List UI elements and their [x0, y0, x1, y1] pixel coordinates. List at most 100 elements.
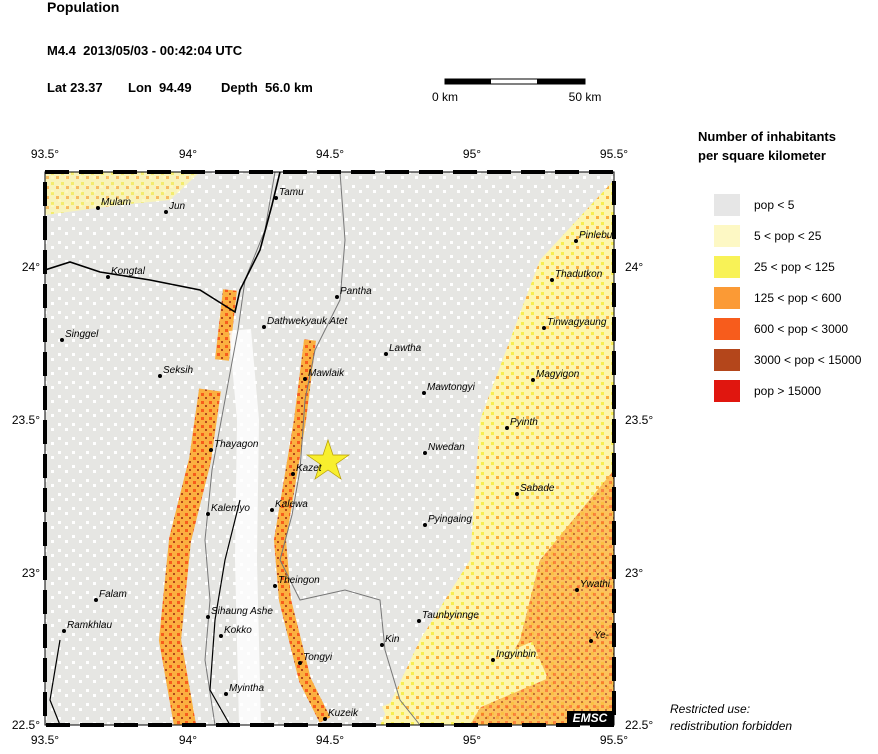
legend-label: pop < 5	[754, 198, 795, 212]
town-dot	[574, 239, 578, 243]
town-dot	[219, 634, 223, 638]
town-dot	[273, 584, 277, 588]
town-dot	[164, 210, 168, 214]
town-dot	[417, 619, 421, 623]
lat-label: 23.5°	[625, 413, 653, 427]
town-label: Kazet	[296, 463, 323, 474]
lon: Lon 94.49	[128, 80, 192, 95]
town-label: Mulam	[101, 197, 131, 208]
epicenter	[305, 438, 351, 480]
town-label: Kuzeik	[328, 708, 359, 719]
title: Population	[47, 0, 119, 15]
town-label: Nwedan	[428, 442, 465, 453]
town-dot	[335, 295, 339, 299]
credit-box	[567, 711, 614, 725]
scale-bar: 0 km 50 km	[432, 78, 602, 104]
depth: Depth 56.0 km	[221, 80, 313, 95]
lon-label: 93.5°	[31, 147, 59, 161]
legend-title: Number of inhabitants	[698, 129, 836, 144]
legend-title: per square kilometer	[698, 148, 826, 163]
town-label: Kalemyo	[211, 503, 250, 514]
legend-label: 25 < pop < 125	[754, 260, 835, 274]
town-dot	[274, 196, 278, 200]
town-dot	[262, 325, 266, 329]
legend: pop < 5 5 < pop < 25 25 < pop < 125 125 < p…	[714, 194, 862, 402]
town-dot	[491, 658, 495, 662]
town-label: Falam	[99, 589, 127, 600]
town-label: Ingyinbin	[496, 649, 536, 660]
town-dot	[422, 391, 426, 395]
lon-label: 95.5°	[600, 147, 628, 161]
notice: redistribution forbidden	[670, 719, 792, 733]
town-label: Tongyi	[303, 652, 333, 663]
town-label: Pinlebu	[579, 230, 613, 241]
town-label: Ramkhlau	[67, 620, 112, 631]
town-dot	[224, 692, 228, 696]
lon-label: 94°	[179, 733, 197, 747]
town-dot	[423, 451, 427, 455]
town-label: Seksih	[163, 365, 193, 376]
town-dot	[505, 426, 509, 430]
town-dot	[515, 492, 519, 496]
map-border	[44, 171, 615, 726]
town-label: Taunbyinnge	[422, 610, 479, 621]
lat: Lat 23.37	[47, 80, 103, 95]
lon-label: 94.5°	[316, 733, 344, 747]
town-label: Myintha	[229, 683, 264, 694]
town-dot	[206, 615, 210, 619]
legend-label: 125 < pop < 600	[754, 291, 842, 305]
towns: Mulam Jun Tamu Kongtal Dathwekyauk Atet Panth…	[60, 187, 613, 721]
town-dot	[323, 717, 327, 721]
lon-label: 95°	[463, 733, 481, 747]
town-label: Theingon	[278, 575, 320, 586]
town-label: Mawlaik	[308, 368, 345, 379]
town-label: Lawtha	[389, 343, 422, 354]
town-dot	[206, 512, 210, 516]
legend-swatch	[714, 256, 740, 278]
town-dot	[423, 523, 427, 527]
town-label: Singgel	[65, 329, 99, 340]
town-label: Mawtongyi	[427, 382, 476, 393]
town-label: Thadutkon	[555, 269, 603, 280]
legend-swatch	[714, 380, 740, 402]
town-label: Tinwagyaung	[547, 317, 607, 328]
town-label: Kokko	[224, 625, 252, 636]
scale-end: 50 km	[569, 90, 602, 104]
lat-label: 22.5°	[12, 718, 40, 732]
legend-label: 3000 < pop < 15000	[754, 353, 862, 367]
legend-swatch	[714, 318, 740, 340]
town-label: Sabade	[520, 483, 555, 494]
legend-label: 600 < pop < 3000	[754, 322, 848, 336]
town-label: Sihaung Ashe	[211, 606, 273, 617]
town-dot	[96, 206, 100, 210]
lon-label: 94°	[179, 147, 197, 161]
lat-label: 23.5°	[12, 413, 40, 427]
town-dot	[298, 661, 302, 665]
town-dot	[209, 448, 213, 452]
legend-swatch	[714, 287, 740, 309]
town-dot	[542, 326, 546, 330]
town-dot	[575, 588, 579, 592]
lat-label: 23°	[22, 566, 40, 580]
town-dot	[60, 338, 64, 342]
lat-label: 23°	[625, 566, 643, 580]
legend-swatch	[714, 349, 740, 371]
legend-label: pop > 15000	[754, 384, 821, 398]
town-label: Dathwekyauk Atet	[267, 316, 348, 327]
town-label: Kin	[385, 634, 400, 645]
town-label: Ye-	[594, 630, 610, 641]
scale-start: 0 km	[432, 90, 458, 104]
town-label: Kalewa	[275, 499, 308, 510]
town-dot	[106, 275, 110, 279]
legend-label: 5 < pop < 25	[754, 229, 822, 243]
town-dot	[384, 352, 388, 356]
town-label: Thayagon	[214, 439, 259, 450]
town-dot	[550, 278, 554, 282]
lat-label: 22.5°	[625, 718, 653, 732]
town-dot	[589, 639, 593, 643]
lon-label: 94.5°	[316, 147, 344, 161]
legend-swatch	[714, 225, 740, 247]
town-label: Tamu	[279, 187, 304, 198]
event: M4.4 2013/05/03 - 00:42:04 UTC	[47, 43, 243, 58]
